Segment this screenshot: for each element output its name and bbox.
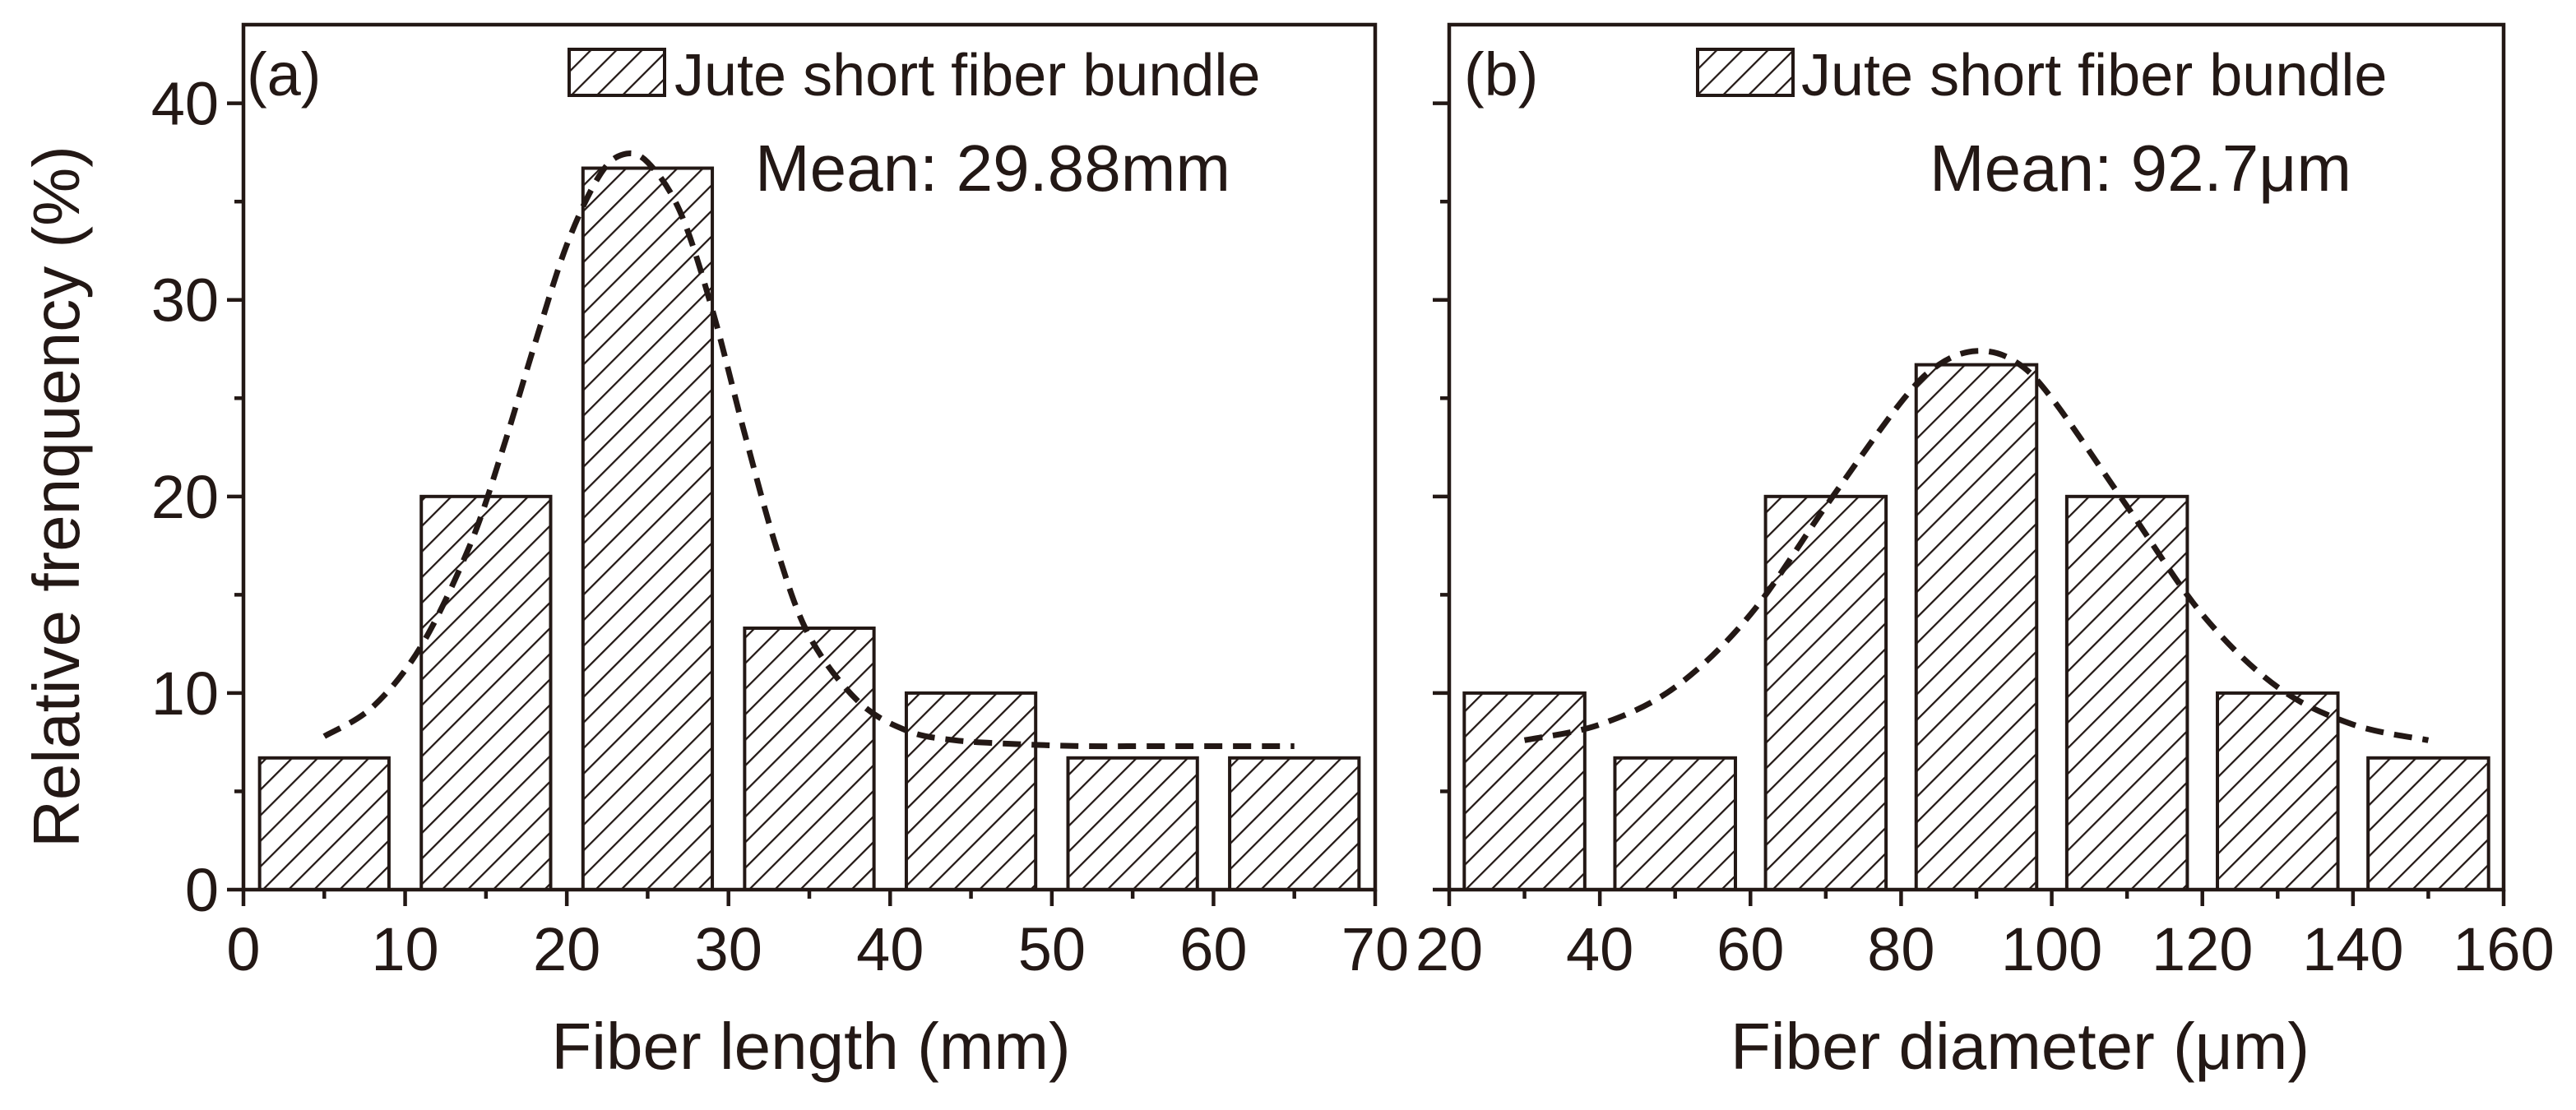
x-tick-label: 140 [2302,915,2403,983]
panel-a-xtick-labels: 0 10 20 30 40 50 60 70 [226,915,1409,983]
x-tick-label: 30 [695,915,762,983]
bar-50 [1613,756,1737,891]
panel-a-fit-curve [322,150,1295,750]
x-tick-label: 50 [1018,915,1086,983]
bar-130 [2216,691,2340,892]
panel-b-ticks [1433,101,2506,906]
y-tick-label: 30 [151,266,219,335]
bar-65 [1228,756,1361,891]
bar-45 [904,691,1038,892]
panel-a-legend-swatch [568,48,666,97]
x-tick-label: 40 [1566,915,1633,983]
x-tick-label: 60 [1717,915,1784,983]
panel-a-legend-label: Jute short fiber bundle [674,43,1260,109]
x-tick-label: 80 [1867,915,1934,983]
y-tick-label: 10 [151,659,219,728]
bar-110 [2064,494,2189,891]
x-tick-label: 40 [856,915,924,983]
x-tick-label: 70 [1341,915,1409,983]
bar-5 [257,756,391,891]
bar-150 [2366,756,2490,891]
panel-b-x-axis-title: Fiber diameter (μm) [1730,1010,2310,1083]
bar-55 [1066,756,1199,891]
x-tick-label: 20 [1415,915,1483,983]
x-tick-label: 100 [2001,915,2102,983]
panel-a: 0 10 20 30 40 50 60 70 0 10 20 30 40 (a) Jute short… [20,22,1409,1083]
panel-b-frame [1447,22,2506,892]
panel-b: 20 40 60 80 100 120 140 160 (b) Jute short fibe… [1415,22,2555,1083]
bar-90 [1914,363,2039,891]
bar-15 [419,494,553,891]
x-tick-label: 160 [2453,915,2554,983]
bar-70 [1763,494,1888,891]
panel-b-legend-swatch [1696,48,1795,97]
x-tick-label: 0 [226,915,260,983]
panel-a-mean-annotation: Mean: 29.88mm [755,132,1230,205]
panel-b-label: (b) [1464,40,1538,109]
x-tick-label: 120 [2152,915,2253,983]
bar-35 [743,627,876,891]
x-tick-label: 60 [1179,915,1247,983]
panel-b-xtick-labels: 20 40 60 80 100 120 140 160 [1415,915,2555,983]
panel-a-bars [257,166,1361,892]
panel-b-fit-curve [1523,348,2430,743]
bar-30 [1462,691,1587,892]
panel-a-label: (a) [247,40,321,109]
panel-b-mean-annotation: Mean: 92.7μm [1930,132,2351,205]
bar-25 [581,166,715,891]
panel-a-ytick-labels: 0 10 20 30 40 [151,70,219,924]
y-axis-title: Relative frenquency (%) [20,146,93,848]
x-tick-label: 20 [533,915,600,983]
panel-b-bars [1462,363,2490,892]
x-tick-label: 10 [371,915,438,983]
panel-b-legend-label: Jute short fiber bundle [1801,43,2387,109]
y-tick-label: 0 [185,856,219,924]
y-tick-label: 40 [151,70,219,138]
y-tick-label: 20 [151,463,219,531]
panel-a-x-axis-title: Fiber length (mm) [551,1010,1070,1083]
panel-a-frame [241,22,1378,892]
